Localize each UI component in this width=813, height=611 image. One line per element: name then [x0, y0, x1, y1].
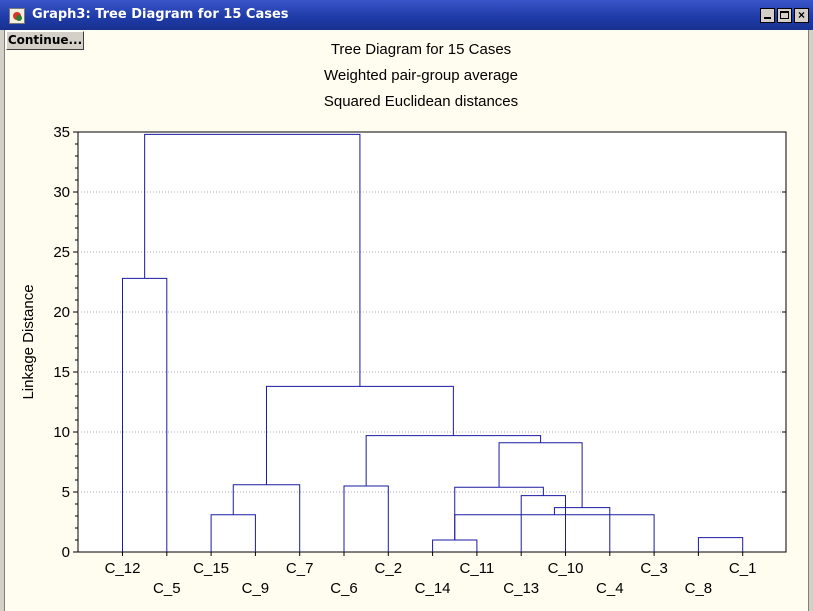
leaf-label: C_15 [193, 560, 229, 577]
leaf-label: C_3 [640, 560, 668, 577]
y-tick-label: 25 [53, 244, 70, 261]
minimize-button[interactable] [760, 8, 775, 23]
chart-title: Tree Diagram for 15 Cases [330, 41, 512, 58]
leaf-label: C_13 [503, 580, 539, 597]
chart-subtitle-distance: Squared Euclidean distances [323, 93, 519, 110]
close-button[interactable]: × [794, 8, 809, 23]
y-tick-label: 35 [53, 124, 70, 141]
leaf-label: C_14 [415, 580, 451, 597]
leaf-label: C_11 [460, 560, 495, 577]
leaf-label: C_6 [330, 580, 358, 597]
y-tick-label: 30 [53, 184, 70, 201]
plot-area [77, 131, 787, 553]
leaf-label: C_7 [286, 560, 314, 577]
leaf-label: C_2 [375, 560, 403, 577]
window-title: Graph3: Tree Diagram for 15 Cases [32, 7, 289, 22]
continue-button[interactable]: Continue... [6, 31, 84, 50]
leaf-label: C_10 [548, 560, 584, 577]
chart-subtitle-method: Weighted pair-group average [323, 67, 518, 84]
y-tick-label: 15 [53, 364, 70, 381]
window-title-bar[interactable]: Graph3: Tree Diagram for 15 Cases × [0, 0, 813, 30]
y-tick-label: 5 [62, 484, 70, 501]
leaf-label: C_1 [729, 560, 757, 577]
window-left-border [0, 30, 5, 611]
leaf-label: C_9 [242, 580, 270, 597]
app-icon[interactable] [9, 8, 25, 24]
leaf-label: C_5 [153, 580, 181, 597]
close-icon: × [797, 8, 805, 22]
leaf-label: C_12 [105, 560, 141, 577]
dendrogram-link [697, 537, 744, 552]
y-axis-label: Linkage Distance [20, 284, 37, 399]
y-tick-label: 10 [53, 424, 70, 441]
window-right-border [808, 30, 813, 611]
y-tick-label: 20 [53, 304, 70, 321]
minimize-icon [764, 17, 771, 19]
leaf-label: C_4 [596, 580, 624, 597]
maximize-button[interactable] [777, 8, 792, 23]
y-tick-label: 0 [62, 544, 70, 561]
leaf-label: C_8 [685, 580, 713, 597]
dendrogram-link [144, 133, 361, 387]
maximize-icon [780, 11, 789, 19]
